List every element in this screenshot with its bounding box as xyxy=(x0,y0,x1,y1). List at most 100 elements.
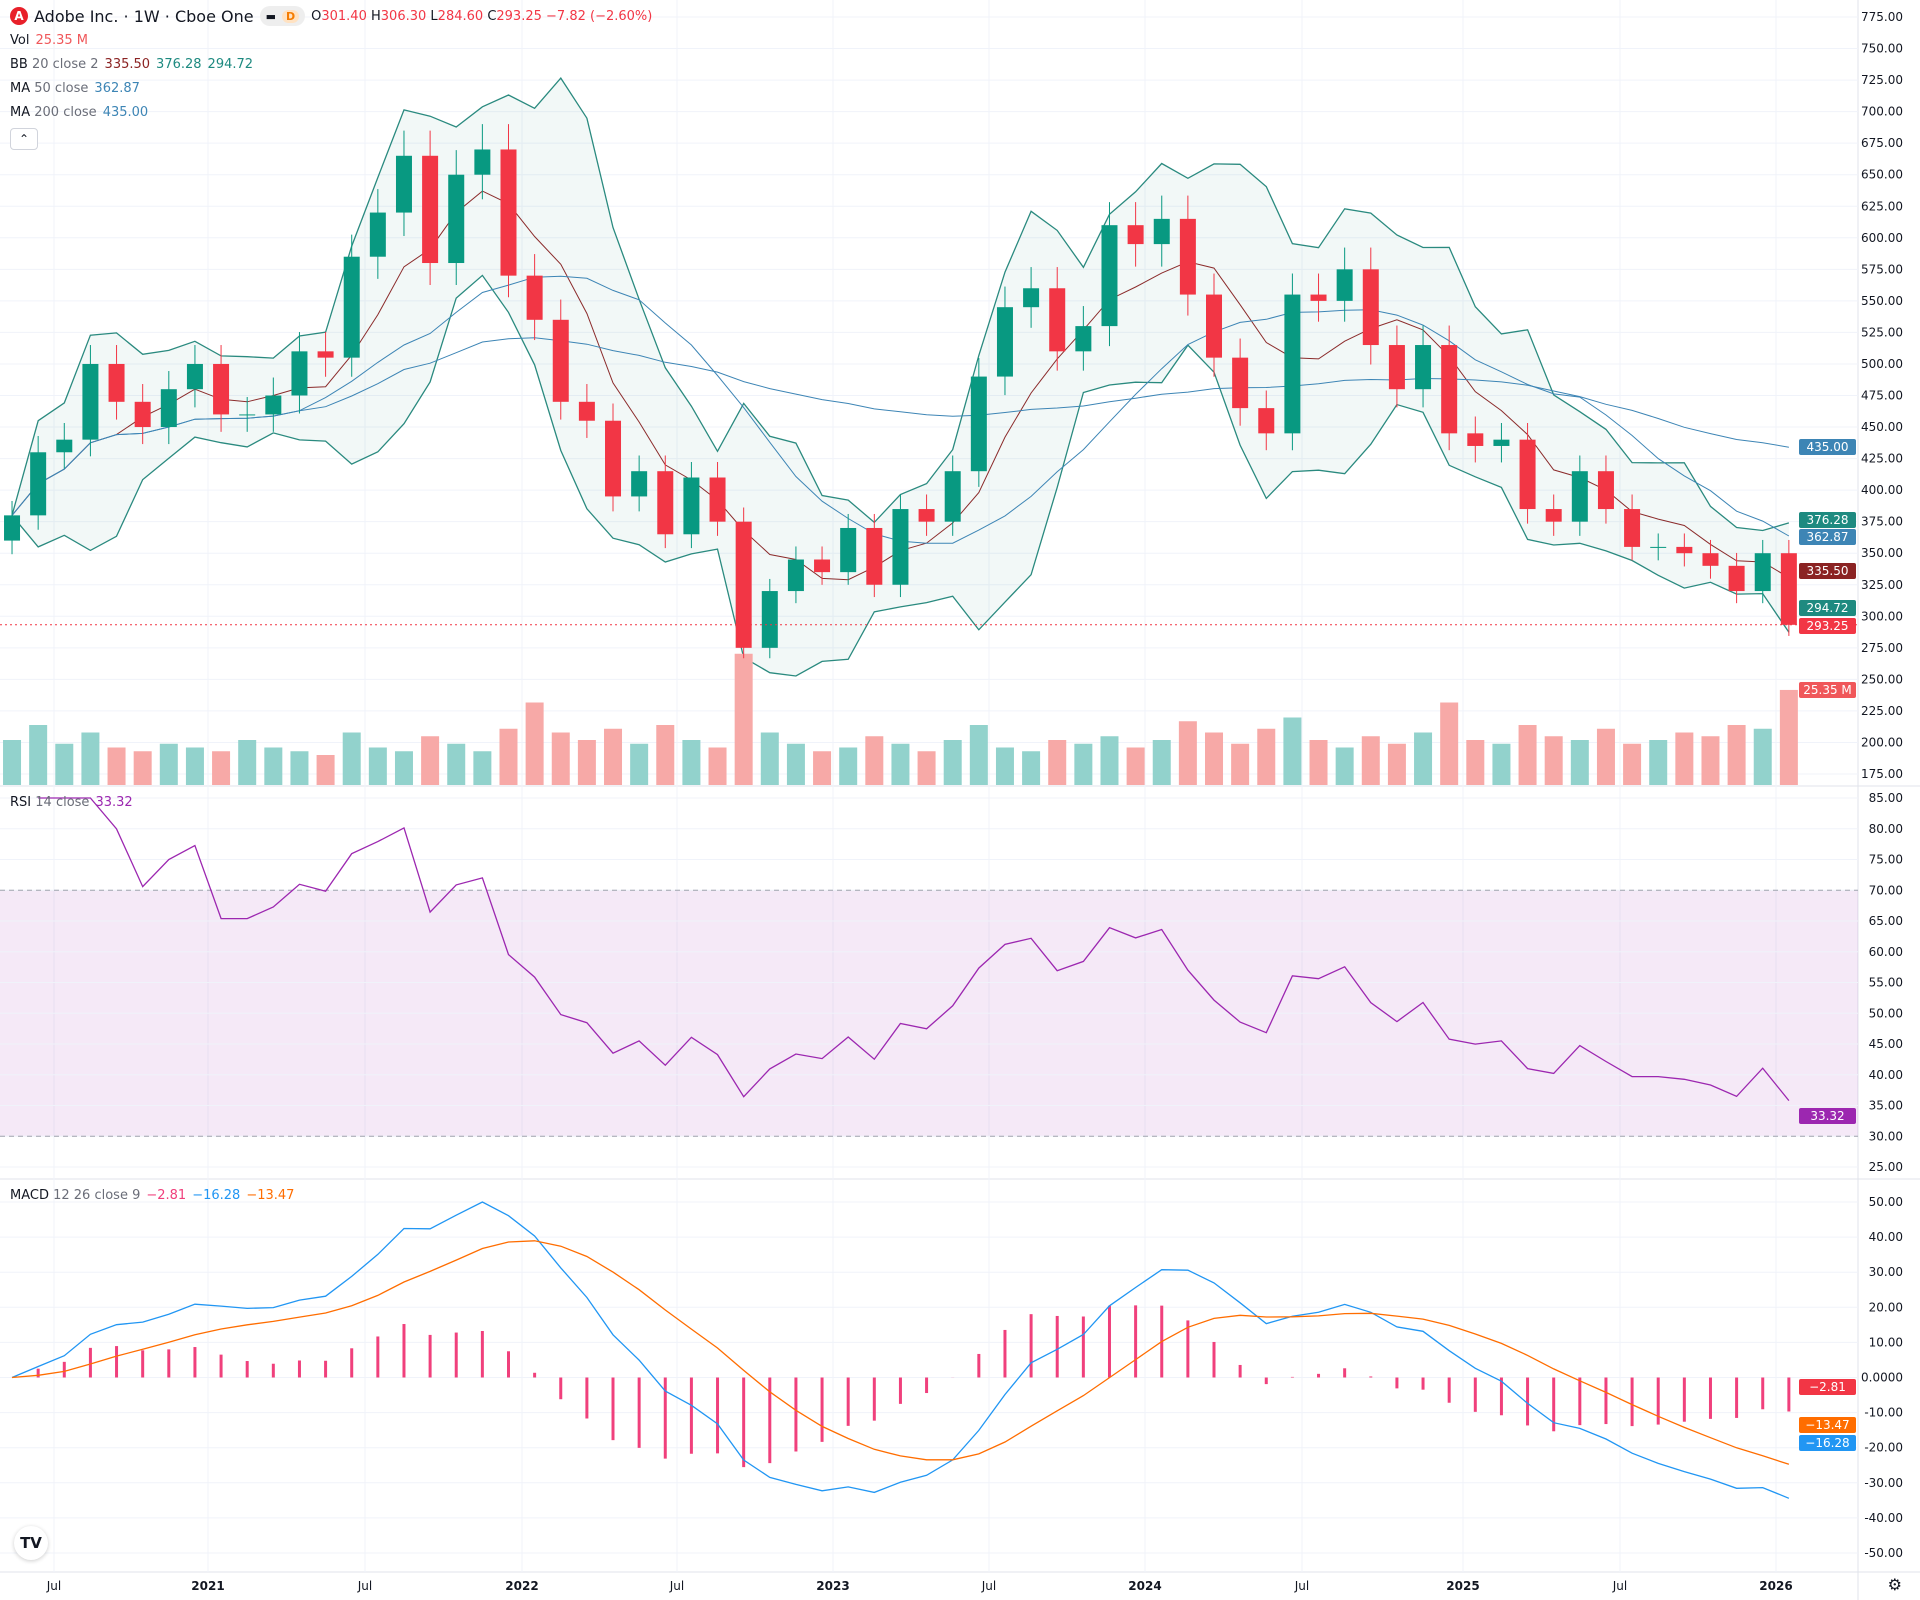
volume-bar xyxy=(551,732,570,785)
collapse-legend-button[interactable]: ⌃ xyxy=(10,128,38,150)
price-badge xyxy=(1799,512,1856,528)
candle-body xyxy=(1519,439,1536,510)
volume-bar xyxy=(1570,740,1589,785)
macd-tick: -40.00 xyxy=(1864,1511,1903,1525)
rsi-value: 33.32 xyxy=(95,795,133,810)
price-tick: 350.00 xyxy=(1861,546,1903,560)
rsi-tick: 75.00 xyxy=(1869,853,1903,867)
candle-body xyxy=(1049,288,1066,352)
macd-badge xyxy=(1799,1417,1856,1433)
macd-legend[interactable]: MACD 12 26 close 9 −2.81 −16.28 −13.47 xyxy=(10,1188,294,1203)
candle-body xyxy=(1597,471,1614,510)
candle-body xyxy=(787,559,804,592)
price-tick: 375.00 xyxy=(1861,515,1903,529)
bb-legend[interactable]: BB 20 close 2 335.50 376.28 294.72 xyxy=(10,57,253,72)
candle-body xyxy=(1258,408,1275,434)
rsi-tick: 40.00 xyxy=(1869,1068,1903,1082)
price-badge xyxy=(1799,600,1856,616)
volume-bar xyxy=(107,747,126,785)
tradingview-logo[interactable]: TV xyxy=(14,1526,48,1560)
candle-body xyxy=(526,275,543,320)
price-tick: 325.00 xyxy=(1861,578,1903,592)
volume-bar xyxy=(368,747,387,785)
volume-bar xyxy=(630,743,649,785)
open-value: 301.40 xyxy=(321,8,367,24)
signal-value: −13.47 xyxy=(246,1188,295,1203)
rsi-tick: 30.00 xyxy=(1869,1129,1903,1143)
volume-bar xyxy=(1649,740,1668,785)
time-label: 2022 xyxy=(505,1579,538,1593)
candle-body xyxy=(265,395,282,415)
volume-bar xyxy=(1178,721,1197,785)
time-label: 2021 xyxy=(191,1579,224,1593)
macd-tick: 50.00 xyxy=(1869,1195,1903,1209)
price-tick: 600.00 xyxy=(1861,231,1903,245)
candle-body xyxy=(866,527,883,585)
candle-body xyxy=(160,389,177,428)
macd-tick: 0.0000 xyxy=(1861,1371,1903,1385)
candle-body xyxy=(1780,553,1797,625)
time-label: Jul xyxy=(357,1579,372,1593)
volume-bar xyxy=(29,725,48,785)
bb-upper: 376.28 xyxy=(156,57,202,72)
macd-badge xyxy=(1799,1379,1856,1395)
rsi-name: RSI xyxy=(10,795,32,810)
volume-bar xyxy=(1544,736,1563,785)
rsi-tick: 45.00 xyxy=(1869,1037,1903,1051)
close-label: C xyxy=(487,8,497,24)
volume-bar xyxy=(81,732,100,785)
time-label: 2024 xyxy=(1128,1579,1161,1593)
bb-lower-line xyxy=(11,274,1790,677)
price-tick: 750.00 xyxy=(1861,42,1903,56)
volume-bar xyxy=(1205,732,1224,785)
ma200-value: 435.00 xyxy=(102,105,149,120)
market-status-badge[interactable]: ▬ D xyxy=(259,6,306,26)
candle-body xyxy=(1441,345,1458,434)
price-tick: 225.00 xyxy=(1861,704,1903,718)
candle-body xyxy=(1467,433,1484,446)
candle-body xyxy=(239,414,256,416)
candle-body xyxy=(840,527,857,573)
volume-bar xyxy=(1152,740,1171,785)
candle-body xyxy=(552,319,569,402)
delayed-badge: D xyxy=(281,9,300,23)
candle-body xyxy=(56,439,73,453)
symbol-legend: A Adobe Inc. · 1W · Cboe One ▬ D O301.40 … xyxy=(10,6,652,26)
rsi-legend[interactable]: RSI 14 close 33.32 xyxy=(10,795,133,810)
rsi-tick: 50.00 xyxy=(1869,1006,1903,1020)
gear-icon[interactable]: ⚙ xyxy=(1887,1575,1902,1594)
volume-legend[interactable]: Vol 25.35 M xyxy=(10,33,88,48)
vol-name: Vol xyxy=(10,33,30,48)
macd-value: −16.28 xyxy=(192,1188,241,1203)
ma200-legend[interactable]: MA 200 close 435.00 xyxy=(10,105,148,120)
rsi-line xyxy=(38,797,1790,1102)
volume-bar xyxy=(1231,743,1250,785)
price-tick: 450.00 xyxy=(1861,420,1903,434)
price-badge-text: 25.35 M xyxy=(1803,683,1852,697)
ma200-params: 200 close xyxy=(34,105,97,120)
time-label: Jul xyxy=(981,1579,996,1593)
volume-bar xyxy=(734,653,753,785)
candle-body xyxy=(108,363,125,402)
price-badge xyxy=(1799,563,1856,579)
volume-bar xyxy=(1074,743,1093,785)
price-badge-text: 335.50 xyxy=(1807,564,1849,578)
candle-body xyxy=(1415,345,1432,390)
volume-bar xyxy=(839,747,858,785)
candle-body xyxy=(1127,225,1144,245)
volume-bar xyxy=(969,725,988,785)
candle-body xyxy=(1232,357,1249,409)
volume-bar xyxy=(1100,736,1119,785)
volume-bar xyxy=(1623,743,1642,785)
low-value: 284.60 xyxy=(437,8,484,24)
change-value: −7.82 (−2.60%) xyxy=(546,8,653,24)
volume-bar xyxy=(1596,728,1615,785)
ma50-legend[interactable]: MA 50 close 362.87 xyxy=(10,81,140,96)
symbol-title[interactable]: Adobe Inc. · 1W · Cboe One xyxy=(34,6,254,26)
price-tick: 275.00 xyxy=(1861,641,1903,655)
volume-bar xyxy=(421,736,440,785)
candle-body xyxy=(343,256,360,358)
candle-body xyxy=(709,477,726,522)
